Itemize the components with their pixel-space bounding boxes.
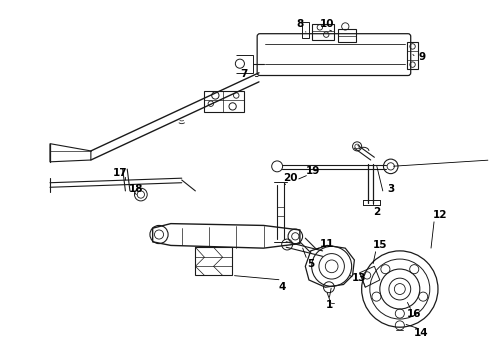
Text: 1: 1	[325, 300, 333, 310]
Text: 3: 3	[387, 184, 394, 194]
Text: 19: 19	[306, 166, 320, 176]
Text: 4: 4	[278, 282, 285, 292]
Text: 11: 11	[320, 239, 334, 249]
Text: 16: 16	[407, 310, 421, 319]
Text: 15: 15	[372, 240, 387, 251]
Text: 8: 8	[296, 19, 303, 29]
Text: 9: 9	[418, 52, 425, 62]
Text: 7: 7	[240, 69, 247, 79]
Text: 18: 18	[129, 184, 144, 194]
Text: 2: 2	[373, 207, 381, 217]
Text: 10: 10	[320, 19, 334, 29]
Text: 17: 17	[113, 168, 127, 178]
Text: 5: 5	[307, 258, 315, 269]
Text: 13: 13	[352, 273, 366, 283]
Text: 14: 14	[415, 328, 429, 338]
Text: 12: 12	[433, 210, 447, 220]
Text: 20: 20	[284, 173, 298, 183]
